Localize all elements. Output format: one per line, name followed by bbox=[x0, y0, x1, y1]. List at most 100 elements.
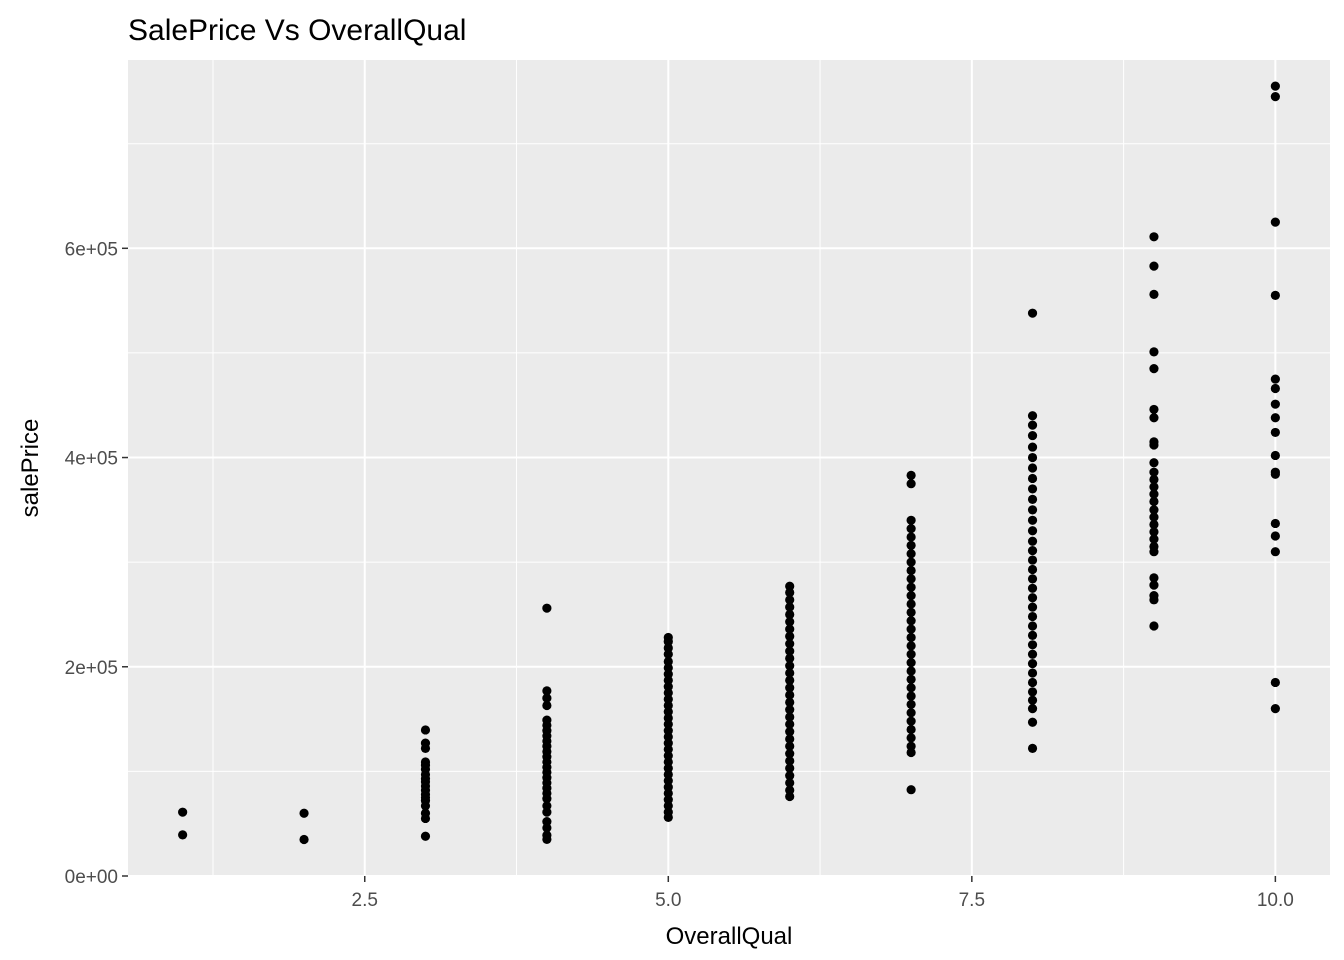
data-point bbox=[1149, 413, 1159, 423]
data-point bbox=[1027, 574, 1038, 584]
data-point bbox=[1027, 463, 1038, 473]
data-point bbox=[785, 763, 795, 773]
data-point bbox=[1149, 347, 1159, 357]
data-point bbox=[906, 683, 916, 693]
data-point bbox=[785, 712, 795, 722]
data-point bbox=[1027, 484, 1038, 494]
data-point bbox=[785, 587, 795, 598]
y-tick-label: 0e+00 bbox=[65, 867, 118, 888]
data-point bbox=[1270, 217, 1280, 227]
plot-panel bbox=[128, 60, 1330, 876]
data-point bbox=[1027, 621, 1038, 631]
data-point bbox=[906, 708, 916, 718]
data-point bbox=[1027, 602, 1038, 612]
data-point bbox=[1027, 526, 1038, 536]
data-point bbox=[785, 631, 795, 642]
data-point bbox=[542, 686, 552, 696]
data-point bbox=[420, 801, 431, 811]
data-point bbox=[785, 624, 795, 634]
data-point bbox=[420, 725, 431, 735]
data-point bbox=[1149, 547, 1159, 557]
data-point bbox=[1149, 474, 1159, 485]
data-point bbox=[906, 632, 916, 643]
data-point bbox=[1027, 677, 1038, 688]
data-point bbox=[785, 690, 795, 700]
data-point bbox=[785, 646, 795, 656]
data-point bbox=[1270, 413, 1280, 423]
y-tick-label: 6e+05 bbox=[65, 239, 118, 260]
data-point bbox=[542, 807, 552, 817]
data-point bbox=[420, 743, 431, 753]
data-point bbox=[906, 624, 916, 634]
data-point bbox=[542, 793, 552, 804]
data-point bbox=[785, 683, 795, 693]
data-point bbox=[785, 778, 795, 788]
data-point bbox=[906, 733, 916, 743]
data-point bbox=[1027, 593, 1038, 603]
data-point bbox=[906, 641, 916, 651]
data-point bbox=[299, 834, 309, 845]
data-point bbox=[1027, 564, 1038, 575]
data-point bbox=[1027, 546, 1038, 556]
data-point bbox=[906, 599, 916, 609]
x-axis: 2.5 5.0 7.5 10.0 bbox=[352, 876, 1294, 911]
data-point bbox=[906, 674, 916, 684]
data-point bbox=[906, 691, 916, 701]
data-point bbox=[785, 697, 795, 707]
data-point bbox=[1027, 717, 1038, 727]
data-point bbox=[1027, 687, 1038, 697]
x-tick-label: 10.0 bbox=[1257, 890, 1294, 911]
x-axis-title: OverallQual bbox=[666, 923, 793, 950]
data-point bbox=[1149, 458, 1159, 468]
data-point bbox=[1027, 430, 1038, 441]
chart-title: SalePrice Vs OverallQual bbox=[128, 14, 466, 47]
data-point bbox=[1149, 534, 1159, 544]
data-point bbox=[1270, 374, 1280, 384]
data-point bbox=[785, 741, 795, 751]
data-point bbox=[785, 770, 795, 781]
data-point bbox=[1149, 289, 1159, 299]
data-point bbox=[1270, 518, 1280, 529]
data-point bbox=[1270, 399, 1280, 409]
data-point bbox=[906, 716, 916, 726]
data-point bbox=[906, 724, 916, 735]
data-point bbox=[1027, 494, 1038, 504]
data-point bbox=[785, 734, 795, 744]
y-tick-label: 4e+05 bbox=[65, 449, 118, 470]
data-point bbox=[1027, 695, 1038, 705]
data-point bbox=[1149, 467, 1159, 477]
data-point bbox=[906, 657, 916, 668]
data-point bbox=[663, 649, 673, 659]
y-tick-label: 2e+05 bbox=[65, 658, 118, 679]
data-point bbox=[785, 653, 795, 664]
data-point bbox=[1027, 659, 1038, 669]
x-tick-label: 2.5 bbox=[352, 890, 378, 911]
data-point bbox=[1149, 512, 1159, 522]
data-point bbox=[1027, 452, 1038, 463]
data-point bbox=[1149, 519, 1159, 530]
data-point bbox=[785, 719, 795, 729]
data-point bbox=[906, 479, 916, 489]
data-point bbox=[299, 808, 309, 818]
data-point bbox=[663, 812, 673, 823]
data-point bbox=[1027, 649, 1038, 659]
data-point bbox=[906, 616, 916, 626]
data-point bbox=[542, 700, 552, 711]
data-point bbox=[1149, 621, 1159, 631]
data-point bbox=[1027, 536, 1038, 546]
data-point bbox=[1027, 630, 1038, 640]
data-point bbox=[785, 791, 795, 802]
data-point bbox=[1270, 427, 1280, 438]
y-axis: 0e+00 2e+05 4e+05 6e+05 bbox=[65, 239, 128, 888]
data-point bbox=[1149, 404, 1159, 415]
data-point bbox=[1027, 743, 1038, 753]
data-point bbox=[1027, 640, 1038, 650]
data-point bbox=[1149, 364, 1159, 374]
data-point bbox=[1270, 704, 1280, 714]
data-point bbox=[1149, 440, 1159, 450]
data-points bbox=[178, 81, 1280, 845]
data-point bbox=[178, 830, 188, 840]
data-point bbox=[1149, 482, 1159, 492]
data-point bbox=[1149, 595, 1159, 605]
